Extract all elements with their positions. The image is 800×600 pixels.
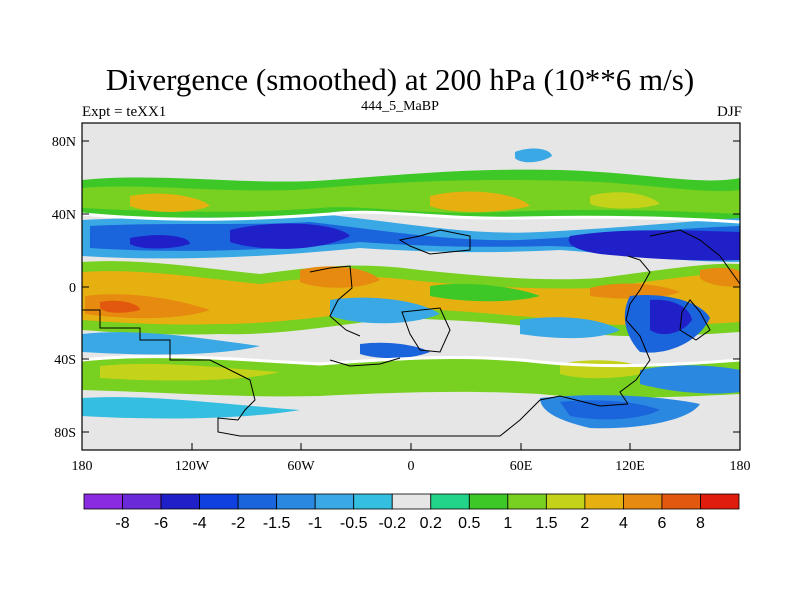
x-tick-label: 60W bbox=[287, 459, 315, 474]
x-tick-label: 180 bbox=[730, 459, 751, 474]
experiment-label: Expt = teXX1 bbox=[82, 104, 167, 120]
colorbar-swatch bbox=[314, 493, 355, 510]
colorbar-label: -1 bbox=[308, 515, 322, 532]
y-tick-label: 40N bbox=[52, 208, 76, 223]
colorbar-swatch bbox=[507, 493, 547, 510]
colorbar-swatch bbox=[430, 493, 470, 510]
y-tick-label: 80S bbox=[54, 426, 76, 441]
colorbar-swatch bbox=[199, 493, 239, 510]
colorbar-swatch bbox=[122, 493, 162, 510]
colorbar-swatch bbox=[623, 493, 663, 510]
colorbar-swatch bbox=[700, 493, 740, 510]
colorbar-label: 2 bbox=[580, 515, 589, 532]
colorbar-label: 1.5 bbox=[535, 515, 557, 532]
colorbar-label: 8 bbox=[696, 515, 705, 532]
colorbar-label: 6 bbox=[657, 515, 666, 532]
colorbar-swatch bbox=[391, 493, 432, 510]
x-tick-label: 120E bbox=[615, 459, 645, 474]
plot-title: Divergence (smoothed) at 200 hPa (10**6 … bbox=[105, 62, 695, 97]
colorbar-swatch bbox=[160, 493, 200, 510]
colorbar-label: -4 bbox=[192, 515, 206, 532]
center-subtitle: 444_5_MaBP bbox=[361, 99, 439, 114]
x-tick-label: 0 bbox=[408, 459, 415, 474]
y-tick-label: 80N bbox=[52, 135, 76, 150]
colorbar-label: -1.5 bbox=[263, 515, 291, 532]
colorbar-swatch bbox=[545, 493, 586, 510]
colorbar-swatch bbox=[661, 493, 701, 510]
x-tick-label: 60E bbox=[510, 459, 533, 474]
colorbar-swatch bbox=[237, 493, 278, 510]
x-tick-label: 180 bbox=[72, 459, 93, 474]
colorbar: -8 -6 -4 -2 -1.5 -1 -0.5 -0.2 0.2 0.5 1 1.5 2 4 6 8 bbox=[83, 493, 740, 532]
colorbar-swatch bbox=[468, 493, 509, 510]
colorbar-swatch bbox=[584, 493, 624, 510]
colorbar-label: -0.2 bbox=[378, 515, 406, 532]
contour-field bbox=[82, 123, 740, 450]
colorbar-label: -0.5 bbox=[340, 515, 368, 532]
colorbar-label: 1 bbox=[503, 515, 512, 532]
colorbar-label: -8 bbox=[115, 515, 129, 532]
colorbar-label: 0.2 bbox=[420, 515, 442, 532]
y-tick-label: 40S bbox=[54, 353, 76, 368]
x-tick-label: 120W bbox=[175, 459, 210, 474]
colorbar-swatch bbox=[353, 493, 393, 510]
colorbar-swatch bbox=[83, 493, 123, 510]
colorbar-label: 4 bbox=[619, 515, 628, 532]
colorbar-label: -6 bbox=[154, 515, 168, 532]
season-label: DJF bbox=[716, 104, 742, 120]
colorbar-label: -2 bbox=[231, 515, 245, 532]
colorbar-label: 0.5 bbox=[458, 515, 480, 532]
colorbar-swatch bbox=[276, 493, 316, 510]
y-tick-label: 0 bbox=[69, 281, 76, 296]
